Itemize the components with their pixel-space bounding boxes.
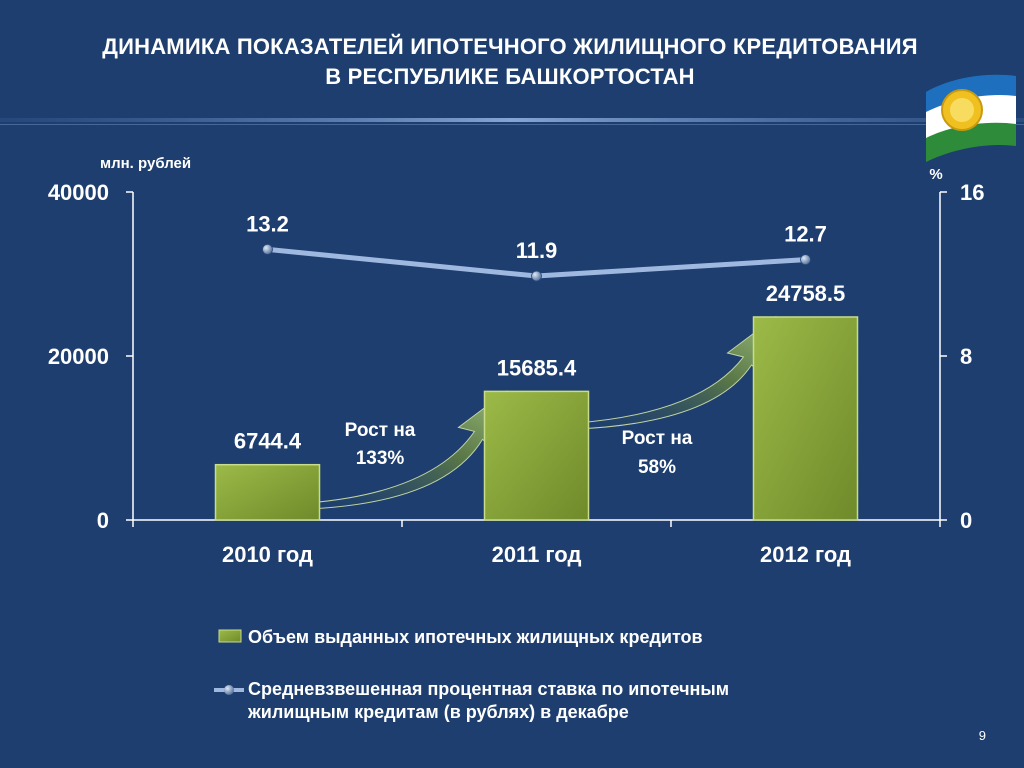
- legend-line-text-2: жилищным кредитам (в рублях) в декабре: [247, 702, 629, 722]
- growth-annotation-1-line1: Рост на: [345, 420, 416, 441]
- bashkortostan-flag-emblem-icon: [926, 74, 1016, 162]
- bar-value-label: 24758.5: [766, 281, 846, 306]
- x-category-label: 2012 год: [760, 542, 851, 567]
- right-tick-label: 8: [960, 344, 972, 369]
- right-axis-label: %: [929, 166, 942, 183]
- page-number: 9: [978, 728, 986, 743]
- legend-bar-swatch: [218, 629, 242, 643]
- bar-volume: [214, 463, 321, 521]
- legend-line-marker: [224, 685, 234, 695]
- left-axis-label: млн. рублей: [100, 155, 191, 172]
- legend-bar-text: Объем выданных ипотечных жилищных кредит…: [248, 627, 703, 647]
- bar-volume: [483, 390, 590, 521]
- slide-title: ДИНАМИКА ПОКАЗАТЕЛЕЙ ИПОТЕЧНОГО ЖИЛИЩНОГ…: [20, 32, 1000, 92]
- header-divider: [0, 118, 1024, 122]
- growth-arrow: [307, 390, 508, 510]
- right-tick-label: 0: [960, 508, 972, 533]
- rate-value-label: 13.2: [246, 211, 289, 236]
- title-line-2: В РЕСПУБЛИКЕ БАШКОРТОСТАН: [325, 64, 695, 89]
- rate-point-marker: [262, 243, 273, 255]
- left-tick-label: 20000: [48, 344, 109, 369]
- growth-annotation-1-line2: 133%: [356, 448, 405, 469]
- x-category-label: 2010 год: [222, 542, 313, 567]
- bar-volume: [752, 316, 859, 521]
- rate-point-marker: [800, 254, 811, 266]
- left-tick-label: 0: [97, 508, 109, 533]
- growth-annotation-2-line1: Рост на: [622, 428, 693, 449]
- x-category-label: 2011 год: [492, 542, 582, 567]
- bar-value-label: 15685.4: [497, 355, 577, 380]
- title-line-1: ДИНАМИКА ПОКАЗАТЕЛЕЙ ИПОТЕЧНОГО ЖИЛИЩНОГ…: [102, 34, 918, 59]
- growth-arrow: [576, 315, 777, 430]
- left-tick-label: 40000: [48, 180, 109, 205]
- legend-line-text-1: Средневзвешенная процентная ставка по ип…: [248, 679, 729, 699]
- growth-annotation-2-line2: 58%: [638, 457, 676, 478]
- right-tick-label: 16: [960, 180, 984, 205]
- legend: Объем выданных ипотечных жилищных кредит…: [214, 627, 729, 722]
- rate-value-label: 11.9: [516, 238, 558, 263]
- header-divider-thin: [0, 124, 1024, 125]
- rate-point-marker: [531, 270, 542, 282]
- rate-value-label: 12.7: [784, 222, 827, 247]
- bar-value-label: 6744.4: [234, 429, 302, 454]
